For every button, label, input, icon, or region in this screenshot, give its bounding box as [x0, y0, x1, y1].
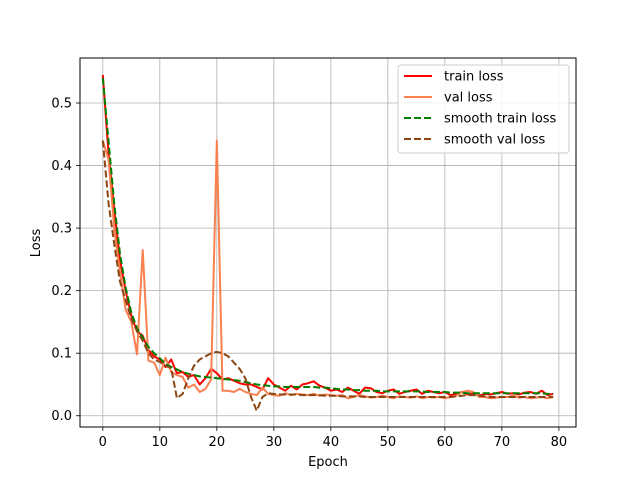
- legend-label: val loss: [444, 91, 493, 106]
- y-axis-label: Loss: [29, 229, 44, 258]
- series-lines: [101, 74, 554, 412]
- plot-frame: [79, 57, 577, 428]
- y-tick-label: 0.5: [51, 97, 72, 112]
- legend-label: smooth val loss: [444, 133, 546, 148]
- x-tick-label: 80: [551, 435, 568, 450]
- axis-ticks: 0 10 20 30 40 50 60 70 80 0.0 0.1 0.2 0.3 0.4 0.5: [51, 97, 567, 450]
- x-tick-label: 30: [266, 435, 283, 450]
- y-tick-label: 0.4: [51, 159, 72, 174]
- series-line-val-loss: [101, 139, 554, 400]
- legend-label: smooth train loss: [444, 112, 557, 127]
- x-tick-label: 20: [209, 435, 226, 450]
- y-tick-label: 0.3: [51, 222, 72, 237]
- x-tick-label: 0: [99, 435, 107, 450]
- x-tick-label: 40: [323, 435, 340, 450]
- x-axis-label: Epoch: [308, 455, 348, 470]
- x-tick-label: 10: [152, 435, 169, 450]
- y-tick-label: 0.2: [51, 284, 72, 299]
- legend-box: [397, 64, 570, 154]
- y-tick-label: 0.0: [51, 409, 72, 424]
- y-tick-label: 0.1: [51, 347, 72, 362]
- legend: train loss val loss smooth train loss smoot…: [397, 64, 570, 154]
- x-tick-label: 60: [437, 435, 454, 450]
- series-line-smooth-train-loss: [101, 77, 554, 395]
- x-tick-label: 50: [380, 435, 397, 450]
- legend-label: train loss: [444, 70, 504, 85]
- x-tick-label: 70: [494, 435, 511, 450]
